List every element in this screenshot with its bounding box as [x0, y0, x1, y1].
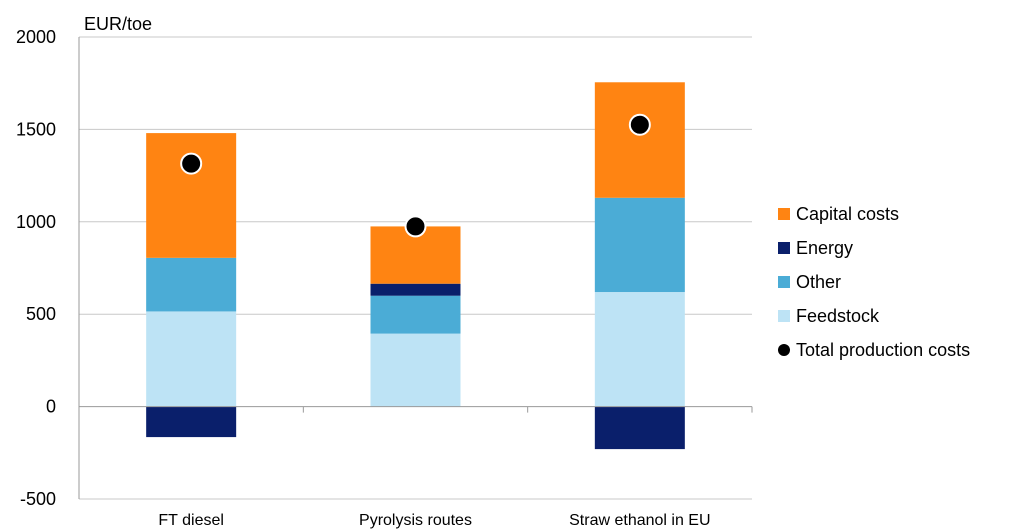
x-tick-label: Straw ethanol in EU — [569, 512, 710, 529]
legend-swatch-feedstock — [778, 310, 790, 322]
legend-swatch-other — [778, 276, 790, 288]
y-tick-label: 2000 — [16, 27, 56, 47]
bar-segment-energy — [370, 283, 461, 296]
y-tick-label: 1000 — [16, 212, 56, 232]
total-marker — [180, 152, 203, 175]
bar-segment-energy — [594, 406, 685, 450]
x-tick-labels: FT diesel Pyrolysis routes Straw ethanol i… — [158, 512, 710, 529]
y-tick-label: 500 — [26, 304, 56, 324]
legend-swatch-capital-costs — [778, 208, 790, 220]
y-tick-label: -500 — [20, 489, 56, 509]
total-markers — [180, 113, 651, 238]
bar-segment-other — [146, 257, 237, 312]
bar-segment-other — [594, 197, 685, 293]
bars — [146, 82, 685, 450]
axes — [78, 37, 753, 499]
total-marker — [628, 113, 651, 136]
y-tick-label: 0 — [46, 397, 56, 417]
y-tick-labels: -500 0 500 1000 1500 2000 — [16, 27, 56, 509]
bar-segment-feedstock — [146, 311, 237, 407]
y-axis-label: EUR/toe — [84, 14, 152, 34]
legend-label: Other — [796, 272, 841, 292]
legend: Capital costs Energy Other Feedstock Total p… — [778, 204, 970, 360]
y-tick-label: 1500 — [16, 119, 56, 139]
legend-label: Capital costs — [796, 204, 899, 224]
bar-segment-feedstock — [594, 292, 685, 407]
bar-segment-feedstock — [370, 333, 461, 407]
legend-label: Total production costs — [796, 340, 970, 360]
legend-marker-total — [778, 344, 790, 356]
bar-segment-other — [370, 295, 461, 334]
bar-segment-capital-costs — [594, 82, 685, 198]
legend-label: Energy — [796, 238, 853, 258]
x-tick-label: FT diesel — [158, 512, 224, 529]
legend-label: Feedstock — [796, 306, 880, 326]
bar-segment-energy — [146, 406, 237, 438]
legend-swatch-energy — [778, 242, 790, 254]
total-marker — [404, 215, 427, 238]
x-tick-label: Pyrolysis routes — [359, 512, 472, 529]
bar-segment-capital-costs — [146, 133, 237, 258]
